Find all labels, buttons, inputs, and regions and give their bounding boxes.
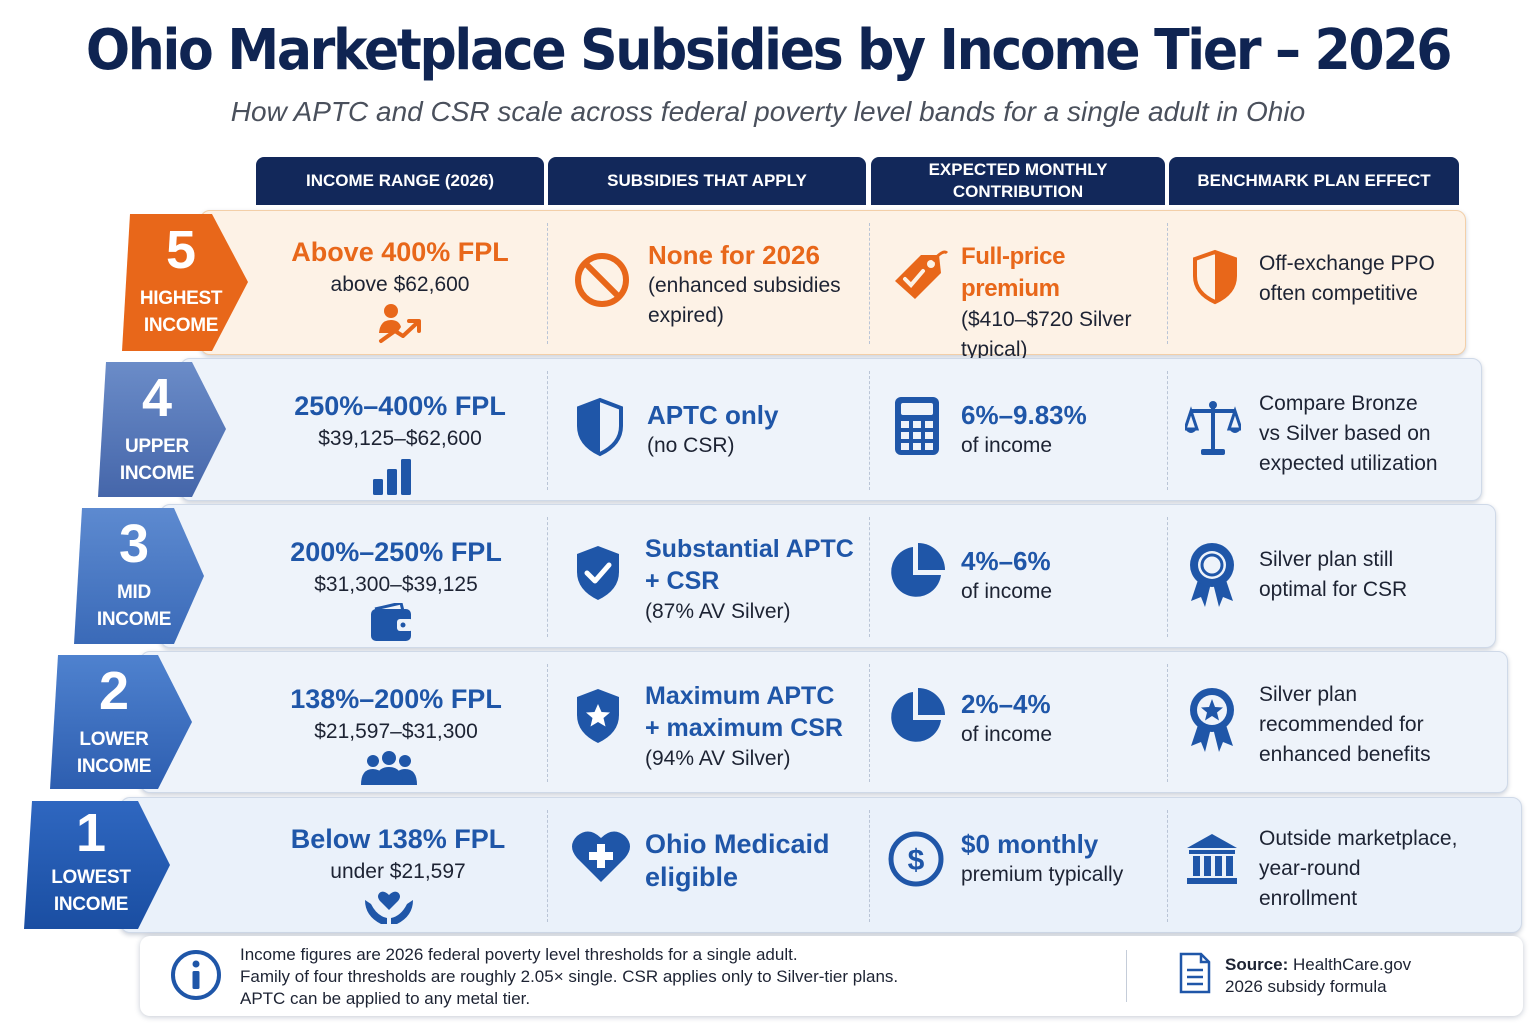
footer-note-line-1: Income figures are 2026 federal poverty … (240, 945, 798, 964)
subsidy-text: Ohio Medicaid eligible (645, 828, 860, 894)
subsidy-text: Substantial APTC + CSR (87% AV Silver) (645, 533, 860, 627)
dollar-circle-icon: $ (887, 830, 945, 892)
shield-star-icon (573, 686, 623, 750)
contribution-text: 2%–4% of income (961, 688, 1161, 750)
source-line-2: 2026 subsidy formula (1225, 977, 1387, 996)
footer-note-line-3: APTC can be applied to any metal tier. (240, 989, 531, 1008)
calculator-icon (893, 395, 941, 461)
subsidy-head-line-1: Substantial APTC (645, 535, 854, 563)
star-medal-icon (1187, 686, 1237, 756)
subsidy-sub-line-1: (no CSR) (647, 434, 735, 457)
pie-chart-icon (887, 543, 945, 605)
info-icon (170, 949, 222, 1005)
footer-source: Source: HealthCare.gov 2026 subsidy form… (1225, 954, 1411, 998)
hands-heart-icon (363, 890, 415, 930)
income-dollars: under $21,597 (330, 860, 466, 883)
column-header-monthly-contribution: EXPECTED MONTHLY CONTRIBUTION (871, 157, 1165, 205)
subsidy-text: APTC only (no CSR) (647, 399, 847, 461)
income-range: 200%–250% FPL (290, 537, 502, 567)
effect-text: Off-exchange PPO often competitive (1259, 252, 1435, 305)
income-dollars: $31,300–$39,125 (314, 573, 478, 596)
subsidy-head-line-2: + maximum CSR (645, 714, 843, 742)
income-dollars: $39,125–$62,600 (318, 427, 482, 450)
subsidy-head-line-1: Maximum APTC (645, 682, 835, 710)
subsidy-sub-line-1: (enhanced subsidies (648, 274, 841, 297)
subsidy-text: Maximum APTC + maximum CSR (94% AV Silve… (645, 680, 865, 774)
subsidy-head-line-1: Ohio Medicaid (645, 829, 830, 859)
footer-note-text: Income figures are 2026 federal poverty … (240, 944, 898, 1010)
shield-icon (1191, 249, 1239, 309)
subsidy-head: None for 2026 (648, 240, 820, 270)
tier-row-3: 200%–250% FPL $31,300–$39,125 Substantia… (160, 504, 1496, 648)
tier-row-5: Above 400% FPL above $62,600 None for 20… (200, 210, 1466, 361)
effect-text: Silver plan recommended for enhanced ben… (1259, 683, 1431, 766)
document-icon (1178, 952, 1212, 998)
tier-row-4: 250%–400% FPL $39,125–$62,600 APTC only … (180, 358, 1482, 501)
government-building-icon (1185, 832, 1239, 890)
contribution-text: Full-price premium ($410–$720 Silver typ… (961, 241, 1166, 365)
contribution-head: 4%–6% (961, 546, 1051, 576)
bar-chart-icon (373, 457, 413, 499)
source-label: Source: (1225, 955, 1289, 974)
half-shield-icon (575, 397, 625, 461)
shield-check-icon (573, 543, 623, 607)
family-group-icon (361, 751, 417, 791)
contribution-sub-line-1: of income (961, 580, 1053, 603)
contribution-head: $0 monthly (961, 829, 1099, 859)
effect-text: Silver plan still optimal for CSR (1259, 548, 1408, 601)
contribution-sub-line-1: ($410–$720 Silver (961, 308, 1132, 331)
column-header-benchmark-effect: BENCHMARK PLAN EFFECT (1169, 157, 1459, 205)
pie-chart-icon (887, 688, 945, 750)
prohibited-icon (573, 251, 631, 313)
column-header-income-range: INCOME RANGE (2026) (256, 157, 544, 205)
tier-row-1: Below 138% FPL under $21,597 Ohio Medica… (120, 797, 1522, 933)
income-range: 250%–400% FPL (294, 391, 506, 421)
person-trend-up-icon (377, 303, 423, 349)
effect-text: Compare Bronze vs Silver based on expect… (1259, 392, 1438, 475)
contribution-sub-line-1: premium typically (961, 863, 1124, 886)
tier-badge-5: 5 HIGHEST INCOME (118, 210, 252, 355)
subsidy-sub-line-1: (87% AV Silver) (645, 600, 791, 623)
contribution-head: 2%–4% (961, 689, 1051, 719)
income-dollars: $21,597–$31,300 (314, 720, 478, 743)
price-tag-icon (889, 247, 949, 313)
tier-badge-4: 4 UPPER INCOME (94, 358, 228, 501)
footer-note-panel: Income figures are 2026 federal poverty … (140, 936, 1523, 1016)
tier-row-2: 138%–200% FPL $21,597–$31,300 Maximum AP… (140, 651, 1508, 793)
page-title: Ohio Marketplace Subsidies by Income Tie… (85, 18, 1453, 83)
svg-text:$: $ (908, 844, 925, 877)
source-value: HealthCare.gov (1293, 955, 1412, 974)
subsidy-sub-line-2: expired) (648, 304, 724, 327)
contribution-text: 6%–9.83% of income (961, 399, 1166, 461)
income-range: 138%–200% FPL (290, 684, 502, 714)
award-ribbon-icon (1187, 541, 1237, 611)
column-header-subsidies: SUBSIDIES THAT APPLY (548, 157, 866, 205)
subsidy-text: None for 2026 (enhanced subsidies expire… (648, 239, 868, 331)
contribution-sub-line-1: of income (961, 434, 1053, 457)
wallet-icon (371, 601, 415, 645)
subsidy-head-line-2: + CSR (645, 567, 720, 595)
contribution-head: Full-price premium (961, 243, 1066, 302)
effect-text: Outside marketplace, year-round enrollme… (1259, 827, 1458, 910)
tier-badge-3: 3 MID INCOME (70, 504, 204, 648)
subsidy-sub-line-1: (94% AV Silver) (645, 747, 791, 770)
income-dollars: above $62,600 (330, 273, 470, 296)
tier-badge-2: 2 LOWER INCOME (46, 651, 192, 793)
heart-plus-icon (571, 828, 631, 888)
balance-scale-icon (1182, 399, 1244, 461)
contribution-head: 6%–9.83% (961, 400, 1087, 430)
subsidy-head: APTC only (647, 400, 779, 430)
income-range: Above 400% FPL (291, 237, 509, 267)
contribution-sub-line-1: of income (961, 723, 1053, 746)
income-range: Below 138% FPL (290, 824, 506, 854)
subsidy-head-line-2: eligible (645, 862, 739, 892)
contribution-sub-line-2: typical) (961, 338, 1028, 361)
tier-badge-1: 1 LOWEST INCOME (20, 797, 170, 933)
footer-note-line-2: Family of four thresholds are roughly 2.… (240, 967, 899, 986)
contribution-text: 4%–6% of income (961, 545, 1161, 607)
contribution-text: $0 monthly premium typically (961, 828, 1161, 890)
page-subtitle: How APTC and CSR scale across federal po… (230, 96, 1306, 127)
